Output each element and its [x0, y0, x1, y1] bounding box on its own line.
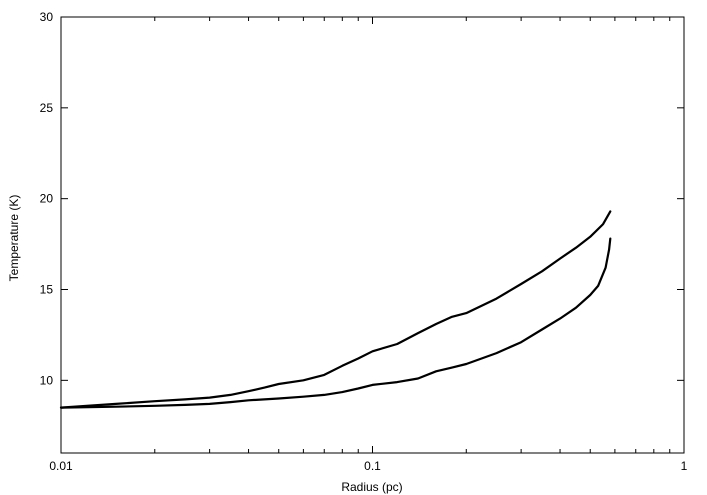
ticks-layer: 0.01 0.1 1 10 15 20 25 30: [40, 10, 688, 473]
x-tick-label: 0.1: [364, 459, 381, 473]
y-tick-label: 10: [40, 373, 54, 387]
x-tick-label: 0.01: [49, 459, 73, 473]
x-tick-label: 1: [681, 459, 688, 473]
x-axis-label: Radius (pc): [341, 480, 402, 494]
y-tick-label: 25: [40, 101, 54, 115]
series-layer: [59, 210, 612, 409]
y-tick-label: 20: [40, 192, 54, 206]
y-tick-label: 30: [40, 10, 54, 24]
y-axis-label: Temperature (K): [7, 195, 21, 282]
y-tick-label: 15: [40, 283, 54, 297]
series-line-2: [59, 237, 612, 409]
series-line-1: [59, 210, 612, 409]
